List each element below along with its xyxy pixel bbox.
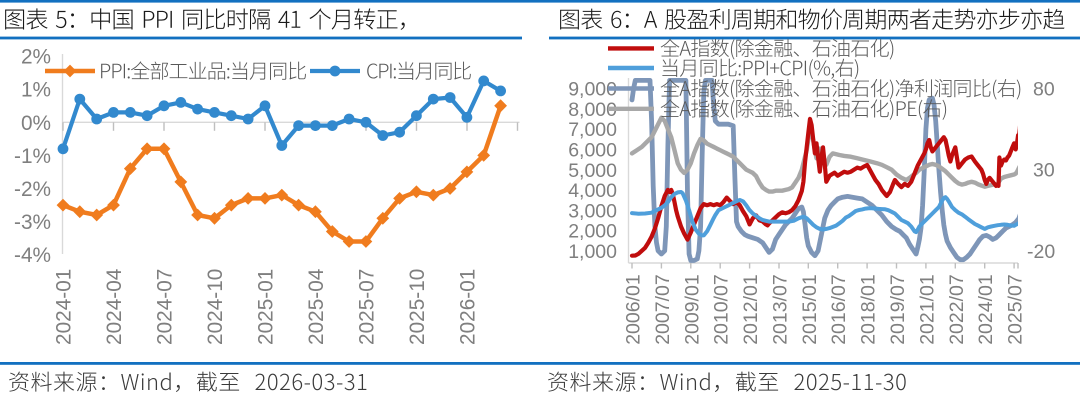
svg-text:2012/01: 2012/01 <box>740 274 762 345</box>
svg-text:2024-10: 2024-10 <box>204 269 227 345</box>
svg-text:80: 80 <box>1033 79 1055 101</box>
svg-text:9,000: 9,000 <box>568 79 617 101</box>
svg-text:-20: -20 <box>1027 241 1055 263</box>
svg-text:8,000: 8,000 <box>568 99 617 121</box>
svg-text:1%: 1% <box>21 79 51 102</box>
svg-text:0%: 0% <box>21 112 51 135</box>
svg-text:7,000: 7,000 <box>568 119 617 141</box>
svg-text:30: 30 <box>1033 160 1055 182</box>
svg-text:2018/01: 2018/01 <box>858 274 880 345</box>
svg-text:2016/07: 2016/07 <box>828 274 850 345</box>
svg-text:2024/01: 2024/01 <box>975 274 997 345</box>
svg-text:3,000: 3,000 <box>568 200 617 222</box>
svg-text:2,000: 2,000 <box>568 221 617 243</box>
svg-text:2025-07: 2025-07 <box>356 269 379 345</box>
svg-text:2010/07: 2010/07 <box>711 274 733 345</box>
svg-text:2026-01: 2026-01 <box>457 269 480 345</box>
svg-text:-1%: -1% <box>14 145 51 168</box>
svg-text:-2%: -2% <box>14 178 51 201</box>
svg-text:2006/01: 2006/01 <box>623 274 645 345</box>
svg-text:1,000: 1,000 <box>568 241 617 263</box>
svg-text:2022/07: 2022/07 <box>946 274 968 345</box>
svg-text:2021/01: 2021/01 <box>916 274 938 345</box>
svg-text:2024-01: 2024-01 <box>53 269 76 345</box>
svg-text:-4%: -4% <box>14 244 51 267</box>
svg-text:2009/01: 2009/01 <box>681 274 703 345</box>
svg-text:-3%: -3% <box>14 211 51 234</box>
svg-text:2024-07: 2024-07 <box>154 269 177 345</box>
svg-text:2025-10: 2025-10 <box>406 269 429 345</box>
svg-text:2024-04: 2024-04 <box>103 269 126 345</box>
svg-text:2019/07: 2019/07 <box>887 274 909 345</box>
svg-text:6,000: 6,000 <box>568 140 617 162</box>
svg-text:2015/01: 2015/01 <box>799 274 821 345</box>
svg-text:4,000: 4,000 <box>568 180 617 202</box>
svg-text:2025-04: 2025-04 <box>305 269 328 345</box>
svg-text:2025/07: 2025/07 <box>1005 274 1027 345</box>
svg-text:2007/07: 2007/07 <box>652 274 674 345</box>
svg-text:5,000: 5,000 <box>568 160 617 182</box>
svg-text:2013/07: 2013/07 <box>770 274 792 345</box>
svg-text:2025-01: 2025-01 <box>255 269 278 345</box>
svg-text:2%: 2% <box>21 46 51 69</box>
